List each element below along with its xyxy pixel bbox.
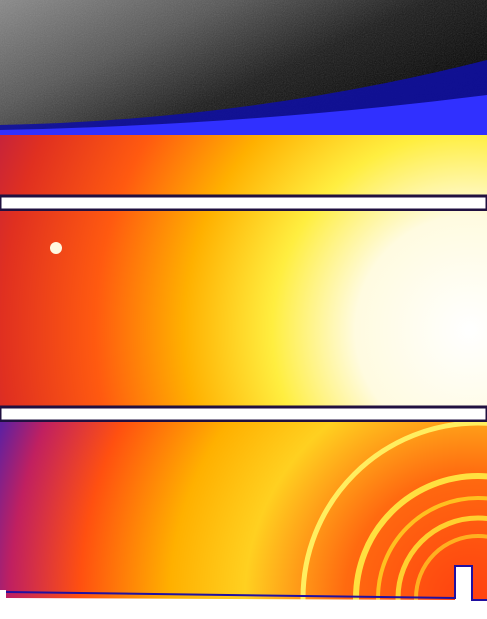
bottom-edge — [0, 566, 487, 619]
ring — [376, 496, 487, 602]
panel — [0, 135, 487, 196]
panel — [0, 211, 487, 407]
panel-group — [0, 422, 487, 602]
blue-band-inner — [0, 95, 487, 135]
edge-outline — [5, 565, 487, 601]
ring — [300, 422, 487, 602]
ring — [353, 473, 487, 602]
gap — [0, 405, 487, 423]
spot — [50, 242, 62, 254]
panel — [0, 422, 487, 602]
gap — [0, 194, 487, 212]
